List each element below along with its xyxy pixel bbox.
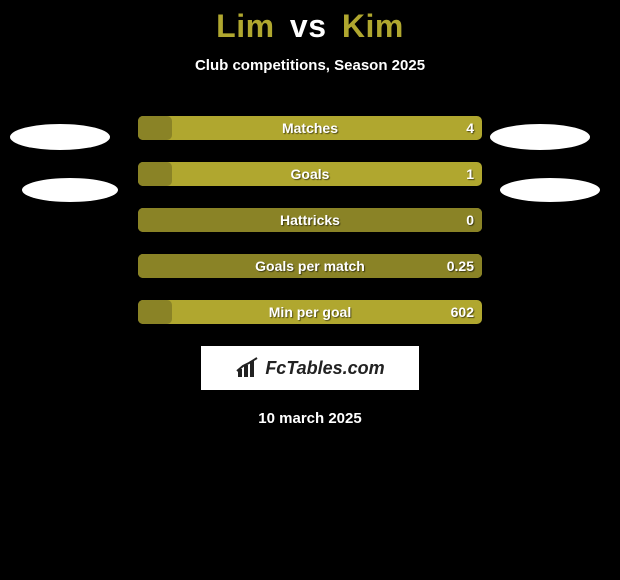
- stat-row: Goals1: [138, 162, 482, 186]
- logo-text: FcTables.com: [265, 358, 384, 379]
- stat-right-value: 4: [466, 116, 474, 140]
- page-title: Lim vs Kim: [0, 0, 620, 45]
- stat-right-value: 0: [466, 208, 474, 232]
- bar-partial: [138, 208, 482, 232]
- avatar-ellipse: [500, 178, 600, 202]
- stat-row: Goals per match0.25: [138, 254, 482, 278]
- bar-partial: [138, 162, 172, 186]
- date-label: 10 march 2025: [0, 410, 620, 427]
- stat-row: Matches4: [138, 116, 482, 140]
- bar-partial: [138, 116, 172, 140]
- logo-box: FcTables.com: [201, 346, 419, 390]
- avatar-ellipse: [490, 124, 590, 150]
- title-player1: Lim: [216, 8, 274, 44]
- stat-row: Hattricks0: [138, 208, 482, 232]
- bar-full: [138, 116, 482, 140]
- bar-full: [138, 300, 482, 324]
- avatar-ellipse: [10, 124, 110, 150]
- avatar-ellipse: [22, 178, 118, 202]
- title-vs: vs: [290, 8, 327, 44]
- logo-inner: FcTables.com: [235, 357, 384, 379]
- stat-row: Min per goal602: [138, 300, 482, 324]
- subtitle: Club competitions, Season 2025: [0, 57, 620, 74]
- stat-right-value: 602: [451, 300, 474, 324]
- chart-icon: [235, 357, 261, 379]
- bar-partial: [138, 254, 482, 278]
- bar-partial: [138, 300, 172, 324]
- stat-right-value: 0.25: [447, 254, 474, 278]
- bar-full: [138, 162, 482, 186]
- title-player2: Kim: [342, 8, 404, 44]
- stat-right-value: 1: [466, 162, 474, 186]
